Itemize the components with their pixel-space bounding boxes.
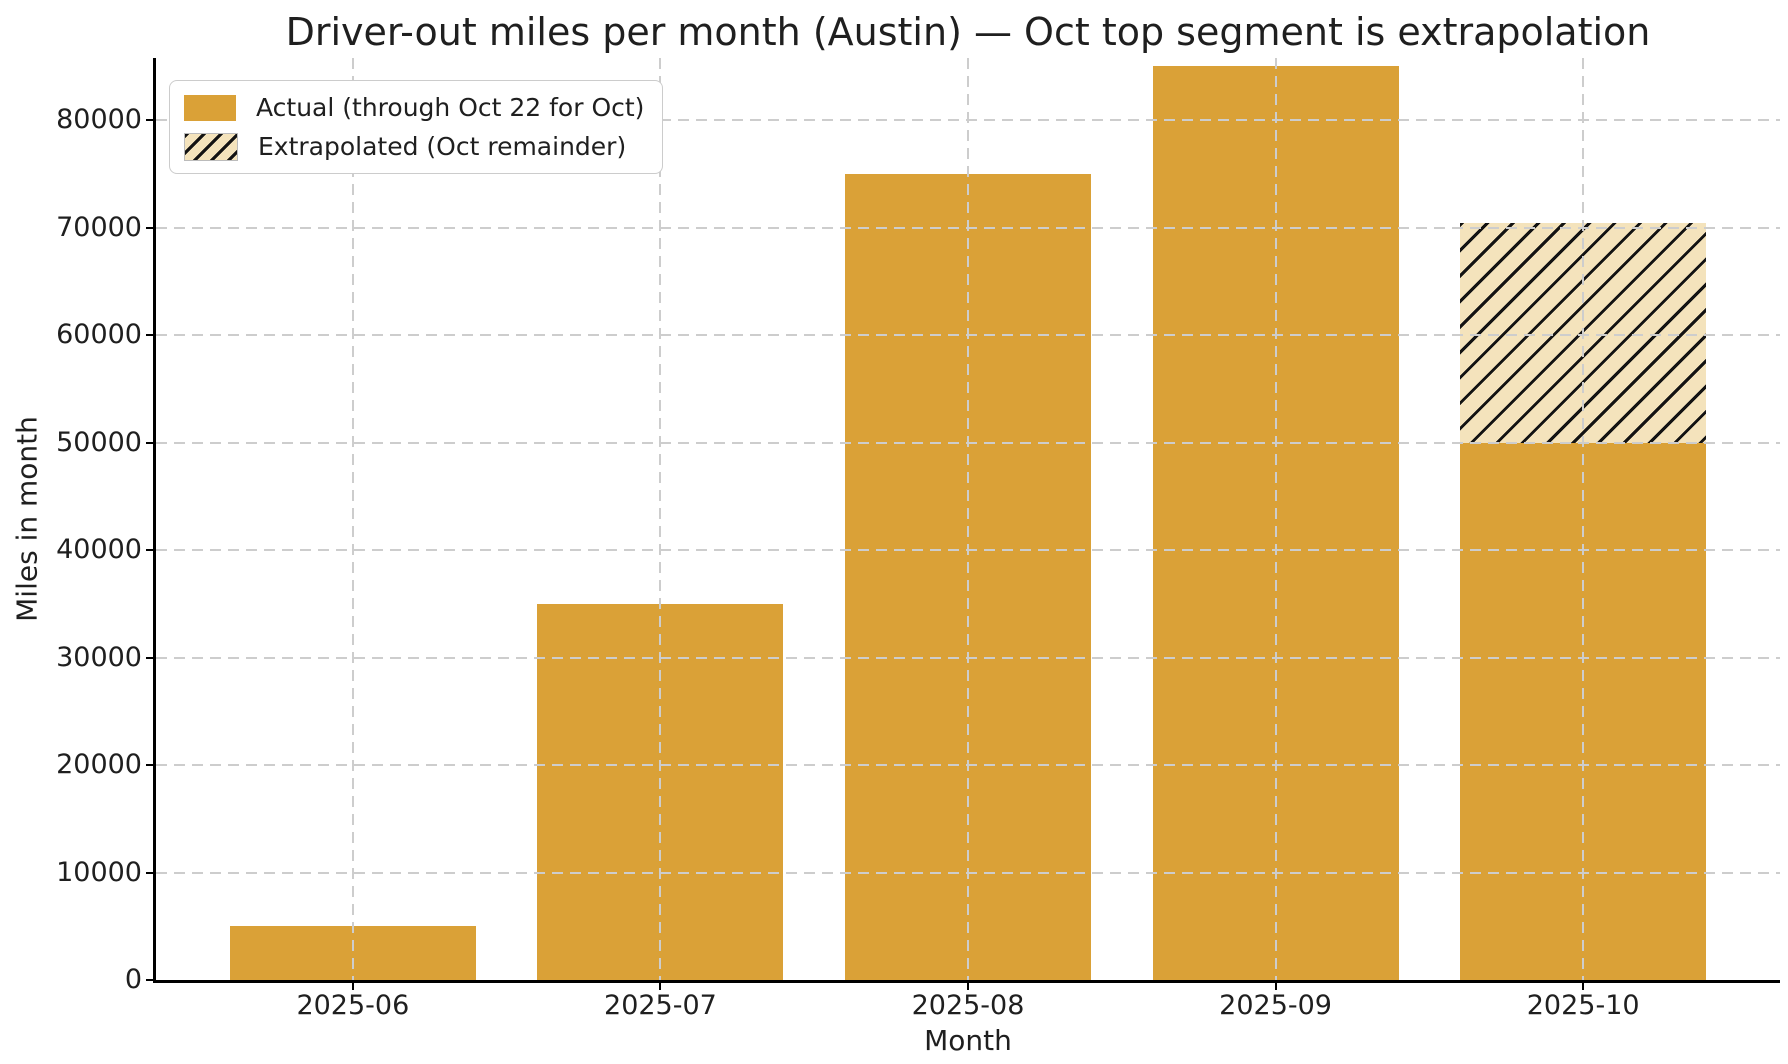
x-gridline-2025-07 [659,58,662,980]
x-tick-mark-2025-06 [351,981,354,990]
y-tick-label-0: 0 [124,964,142,995]
y-tick-label-60000: 60000 [56,319,142,351]
x-tick-mark-2025-07 [659,981,662,990]
y-tick-label-40000: 40000 [56,534,142,565]
x-tick-label-2025-07: 2025-07 [604,990,717,1021]
x-tick-label-2025-10: 2025-10 [1526,990,1640,1021]
y-axis-label: Miles in month [10,416,44,622]
y-tick-label-10000: 10000 [56,856,142,888]
y-tick-mark-60000 [146,334,154,337]
x-axis-spine [153,980,1780,983]
y-tick-mark-70000 [146,226,154,229]
y-tick-label-30000: 30000 [56,641,142,673]
legend-swatch-extrapolated-icon [184,132,238,161]
plot-area: Actual (through Oct 22 for Oct) Extrapol… [156,58,1780,980]
y-tick-mark-80000 [146,119,154,122]
x-tick-mark-2025-09 [1274,981,1277,990]
y-tick-mark-0 [146,979,154,981]
x-gridline-2025-10 [1582,58,1585,980]
x-axis-label: Month [924,1024,1012,1057]
x-tick-label-2025-09: 2025-09 [1219,990,1332,1021]
legend: Actual (through Oct 22 for Oct) Extrapol… [169,80,664,174]
x-tick-mark-2025-08 [967,981,969,990]
y-tick-mark-30000 [146,656,154,659]
legend-item-actual: Actual (through Oct 22 for Oct) [184,93,644,122]
x-tick-mark-2025-10 [1582,981,1585,990]
y-tick-label-50000: 50000 [56,426,142,458]
chart-title: Driver-out miles per month (Austin) — Oc… [285,10,1651,54]
x-tick-label-2025-08: 2025-08 [911,990,1025,1021]
legend-label-actual: Actual (through Oct 22 for Oct) [256,93,645,122]
x-tick-label-2025-06: 2025-06 [296,990,410,1021]
legend-swatch-actual-icon [184,94,236,121]
y-tick-mark-10000 [146,871,154,874]
x-gridline-2025-09 [1274,58,1277,980]
y-tick-mark-20000 [146,764,154,766]
y-tick-label-70000: 70000 [56,211,142,243]
y-tick-mark-50000 [146,441,154,444]
y-tick-label-80000: 80000 [56,104,142,136]
legend-item-extrapolated: Extrapolated (Oct remainder) [184,132,644,161]
legend-label-extrapolated: Extrapolated (Oct remainder) [258,132,627,161]
x-gridline-2025-08 [967,58,969,980]
x-gridline-2025-06 [351,58,354,980]
y-axis-spine [153,58,156,983]
y-tick-mark-40000 [146,549,154,551]
y-tick-label-20000: 20000 [56,749,142,780]
